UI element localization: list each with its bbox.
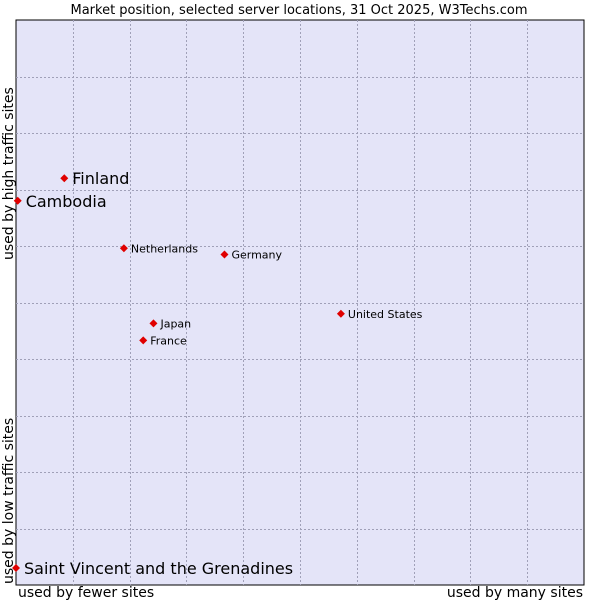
data-points: [12, 174, 345, 573]
data-point-germany: [220, 250, 229, 259]
data-point-saint-vincent-and-the-grenadines: [12, 564, 20, 573]
data-label-cambodia: Cambodia: [26, 192, 107, 211]
chart-title: Market position, selected server locatio…: [70, 3, 527, 18]
data-point-cambodia: [13, 196, 22, 205]
data-point-japan: [149, 319, 158, 328]
data-label-netherlands: Netherlands: [131, 242, 198, 255]
plot-area: [15, 19, 585, 586]
data-label-saint-vincent-and-the-grenadines: Saint Vincent and the Grenadines: [24, 559, 293, 578]
data-point-united-states: [336, 309, 345, 318]
data-labels: Finland Cambodia Netherlands Germany United …: [24, 169, 423, 578]
grid-lines: [16, 20, 584, 585]
data-label-france: France: [150, 334, 187, 347]
data-point-finland: [60, 174, 69, 183]
x-axis-label-left: used by fewer sites: [18, 585, 154, 600]
x-axis-label-right: used by many sites: [447, 585, 583, 600]
data-point-netherlands: [119, 244, 128, 253]
data-label-united-states: United States: [348, 308, 423, 321]
y-axis-label-bottom: used by low traffic sites: [1, 418, 17, 584]
data-label-japan: Japan: [159, 317, 191, 330]
data-point-france: [139, 336, 148, 345]
data-label-finland: Finland: [72, 169, 129, 188]
y-axis-label-top: used by high traffic sites: [1, 87, 17, 260]
data-label-germany: Germany: [231, 248, 282, 261]
